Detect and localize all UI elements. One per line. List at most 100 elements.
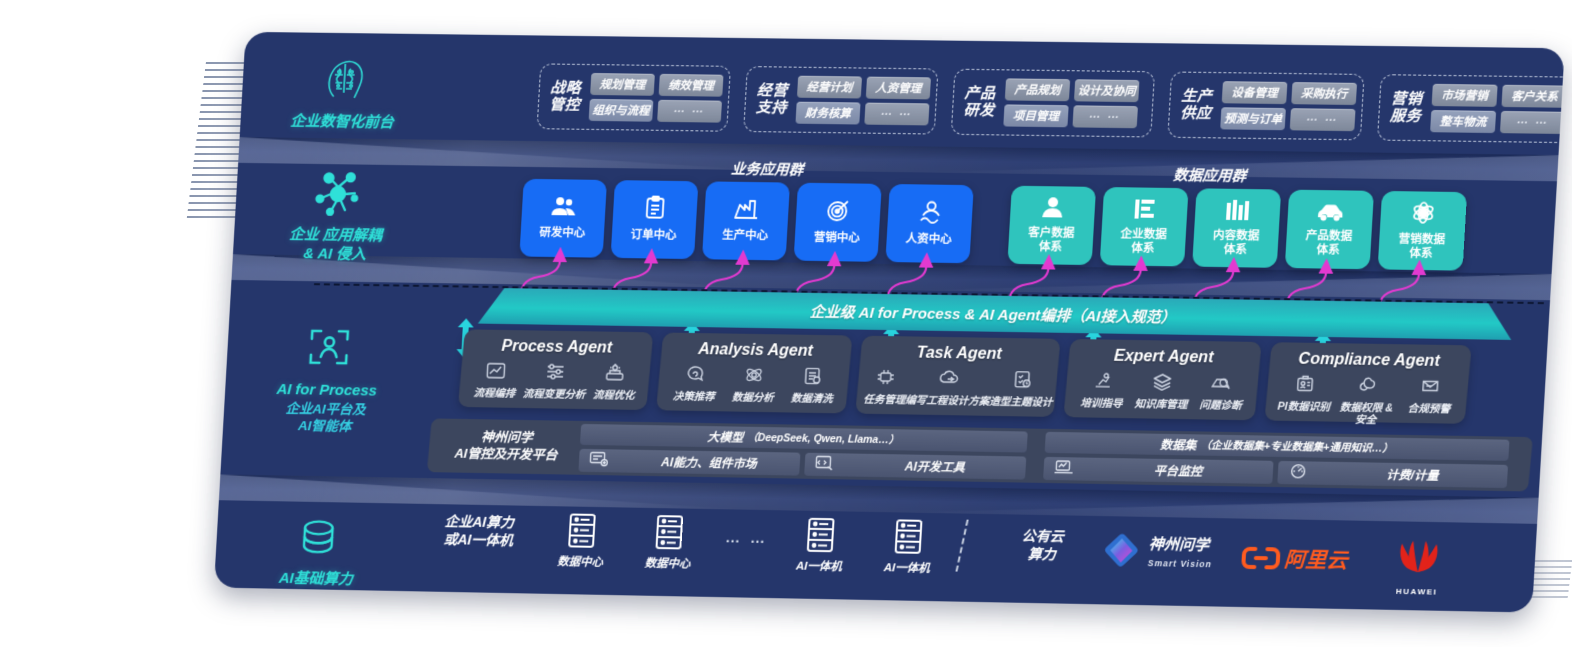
atom-icon (1410, 200, 1436, 229)
vendor-huawei[interactable]: HUAWEI (1391, 539, 1445, 597)
agent-feature[interactable]: 数据分析 (723, 365, 784, 404)
app-card-rd[interactable]: 研发中心 (519, 178, 608, 258)
infra-node-dc2[interactable]: 数据中心 (628, 514, 709, 573)
data-card-label2: 体系 (1130, 242, 1155, 255)
data-card-marketing[interactable]: 营销数据 体系 (1377, 190, 1468, 271)
group-chip[interactable]: … … (1289, 108, 1356, 132)
data-apps-header: 数据应用群 (1172, 167, 1247, 185)
agent-feature[interactable]: 流程优化 (585, 363, 644, 402)
app-card-production[interactable]: 生产中心 (701, 181, 791, 261)
devtool-icon (814, 455, 835, 474)
group-chip[interactable]: … … (1072, 105, 1138, 129)
agent-card-analysis[interactable]: Analysis Agent 决策推荐 数据分析 数据清洗 (656, 332, 853, 414)
strategy-group-2[interactable]: 产品 研发 产品规划 设计及协同 项目管理 … … (950, 68, 1156, 138)
sliders-icon (545, 363, 566, 386)
server-icon (564, 512, 600, 553)
rail-item-aiprocess[interactable]: AI for Process 企业AI平台及 AI智能体 (223, 322, 433, 437)
vendor-name: HUAWEI (1395, 586, 1438, 597)
platform-item-monitor[interactable]: 平台监控 (1043, 456, 1274, 484)
group-chip[interactable]: 规划管理 (590, 73, 655, 96)
group-chip[interactable]: 项目管理 (1003, 104, 1069, 128)
agent-card-expert[interactable]: Expert Agent 培训指导 知识库管理 问题诊断 (1063, 338, 1262, 421)
server-icon (651, 514, 687, 555)
agent-card-process[interactable]: Process Agent 流程编排 流程变更分析 流程优化 (457, 329, 654, 411)
infra-node-dc1[interactable]: 数据中心 (541, 512, 622, 571)
app-card-label: 人资中心 (905, 233, 952, 246)
platform-dataset-bar[interactable]: 数据集 （企业数据集+专业数据集+通用知识…） (1044, 431, 1510, 461)
app-card-hr[interactable]: 人资中心 (885, 183, 974, 264)
app-card-marketing[interactable]: 营销中心 (793, 182, 882, 262)
agent-feature[interactable]: 流程编排 (466, 361, 525, 400)
group-chip[interactable]: 设计及协同 (1073, 79, 1140, 103)
infra-node-ai2[interactable]: AI一体机 (867, 518, 948, 577)
data-card-customer[interactable]: 客户数据 体系 (1007, 185, 1097, 266)
infra-node-ai1[interactable]: AI一体机 (780, 516, 861, 575)
rail-label-front: 企业数智化前台 (289, 112, 395, 132)
platform-item-components[interactable]: AI能力、组件市场 (578, 448, 800, 476)
agent-feature[interactable]: 流程变更分析 (522, 362, 587, 401)
group-title: 产品 研发 (963, 84, 997, 120)
platform-item-devtools[interactable]: AI开发工具 (803, 452, 1027, 480)
group-chip[interactable]: 整车物流 (1430, 110, 1497, 134)
group-chip[interactable]: 经营计划 (796, 75, 863, 99)
users-icon (550, 196, 577, 223)
agent-card-task[interactable]: Task Agent 任务管理 编写工程设计方案 造型主题设计 (855, 335, 1061, 417)
data-card-label: 客户数据 (1027, 227, 1075, 240)
data-card-product[interactable]: 产品数据 体系 (1284, 189, 1375, 270)
platform-llm-bar[interactable]: 大模型 （DeepSeek, Qwen, Llama…） (579, 423, 1028, 453)
group-chip[interactable]: 组织与流程 (588, 98, 654, 122)
strategy-group-0[interactable]: 战略 管控 规划管理 绩效管理 组织与流程 … … (536, 63, 731, 132)
group-chip[interactable]: 客户关系 (1501, 84, 1565, 108)
group-chip[interactable]: 绩效管理 (658, 73, 724, 97)
agent-title: Expert Agent (1113, 347, 1214, 367)
user-circle-icon (1040, 196, 1066, 223)
group-chip[interactable]: 预测与订单 (1220, 107, 1286, 131)
agent-feature[interactable]: 数据权限 & 安全 (1334, 375, 1400, 426)
strategy-group-1[interactable]: 经营 支持 经营计划 人资管理 财务核算 … … (743, 66, 939, 135)
rail-item-front[interactable]: 企业数智化前台 (240, 54, 448, 134)
agent-feature[interactable]: 知识库管理 (1131, 372, 1193, 411)
training-icon (1092, 371, 1113, 394)
platform-strip[interactable]: 神州问学 AI管控及开发平台 大模型 （DeepSeek, Qwen, Llam… (426, 418, 1533, 492)
strategy-group-4[interactable]: 营销 服务 市场营销 客户关系 整车物流 … … (1376, 74, 1565, 144)
group-chip[interactable]: … … (864, 102, 930, 126)
group-chip[interactable]: … … (657, 99, 723, 123)
agent-feature[interactable]: 编写工程设计方案 (905, 368, 991, 408)
clipboard-icon (643, 196, 666, 225)
app-card-order[interactable]: 订单中心 (610, 180, 699, 260)
group-chip[interactable]: 设备管理 (1221, 81, 1288, 105)
data-card-enterprise[interactable]: 企业数据 体系 (1099, 187, 1189, 267)
agent-feature[interactable]: 任务管理 (863, 368, 907, 407)
agent-feature[interactable]: PI数据识别 (1272, 374, 1337, 414)
vendor-name: 神州问学 Smart Vision (1147, 535, 1213, 569)
agent-feature[interactable]: 造型主题设计 (989, 370, 1054, 409)
rail-label-compute: AI基础算力 (278, 569, 354, 589)
data-card-content[interactable]: 内容数据 体系 (1192, 188, 1282, 268)
vendor-name: 阿里云 (1283, 548, 1349, 573)
group-title: 营销 服务 (1389, 90, 1423, 126)
agent-feature[interactable]: 培训指导 (1071, 371, 1133, 410)
group-chip[interactable]: 市场营销 (1431, 83, 1498, 107)
group-chip[interactable]: 人资管理 (865, 76, 931, 100)
network-icon (875, 368, 896, 391)
app-card-label: 营销中心 (813, 231, 861, 245)
platform-item-billing[interactable]: 计费/计量 (1276, 460, 1509, 489)
group-chip[interactable]: 财务核算 (795, 101, 861, 125)
person-scan-icon (226, 322, 432, 378)
rail-item-decouple[interactable]: 企业 应用解耦 & AI 侵入 (232, 169, 441, 266)
vendor-smartvision[interactable]: 神州问学 Smart Vision (1100, 530, 1214, 577)
group-chip[interactable]: 采购执行 (1291, 82, 1358, 106)
agent-feature[interactable]: 问题诊断 (1190, 373, 1252, 412)
agent-feature[interactable]: 数据清洗 (782, 366, 843, 405)
components-icon (588, 451, 609, 470)
agent-card-compliance[interactable]: Compliance Agent PI数据识别 数据权限 & 安全 合规预警 (1264, 342, 1472, 426)
strategy-group-3[interactable]: 生产 供应 设备管理 采购执行 预测与订单 … … (1167, 71, 1365, 141)
vendor-aliyun[interactable]: 阿里云 (1241, 543, 1349, 575)
agent-feature[interactable]: 决策推荐 (664, 364, 725, 403)
platform-name: 神州问学 AI管控及开发平台 (454, 429, 558, 463)
rail-label-decouple-2: & AI 侵入 (302, 245, 367, 263)
group-chip[interactable]: 产品规划 (1004, 78, 1071, 102)
agent-feature[interactable]: 合规预警 (1397, 376, 1462, 416)
group-chip[interactable]: … … (1499, 110, 1565, 135)
rail-item-compute[interactable]: AI基础算力 (214, 514, 421, 591)
